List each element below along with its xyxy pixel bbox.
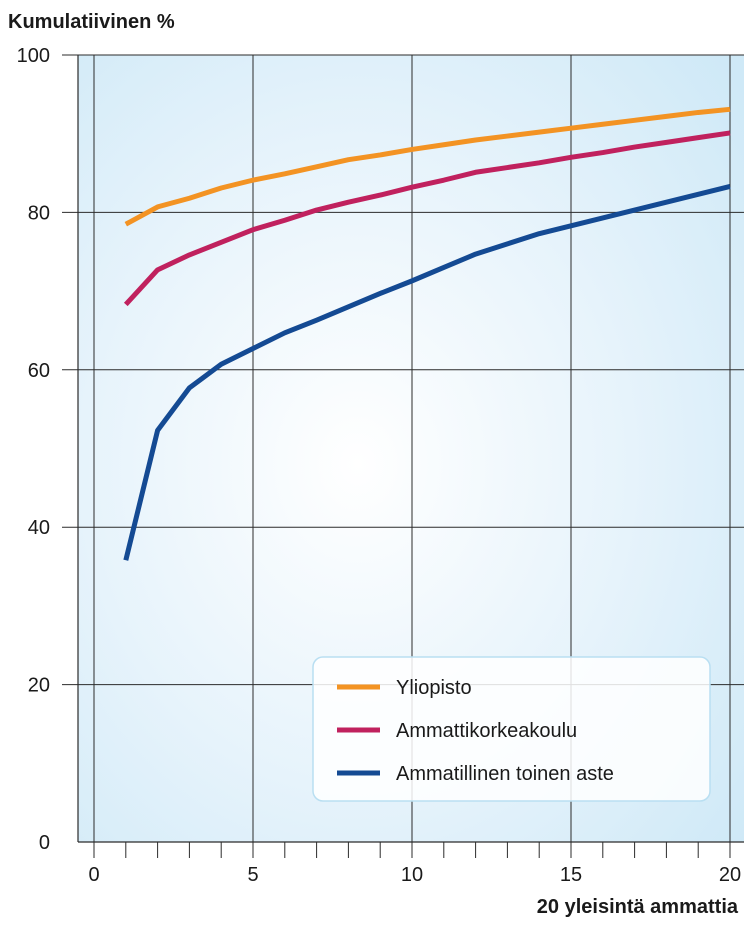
legend-box	[312, 656, 711, 802]
x-tick-label: 5	[247, 864, 258, 886]
x-tick-label: 15	[560, 864, 582, 886]
y-tick-label: 0	[39, 832, 50, 854]
y-tick-label: 40	[28, 517, 50, 539]
series-line-ammattikorkeakoulu	[123, 130, 731, 307]
y-tick-label: 80	[28, 202, 50, 224]
y-tick-label: 60	[28, 360, 50, 382]
x-tick-label: 10	[401, 864, 423, 886]
y-tick-label: 100	[17, 45, 50, 67]
x-tick-label: 20	[719, 864, 741, 886]
series-line-yliopisto	[124, 106, 731, 227]
legend: Yliopisto Ammattikorkeakoulu Ammatillinen …	[312, 656, 711, 802]
series-line-ammatillinen-toinen-aste	[123, 184, 731, 561]
axes	[77, 55, 744, 858]
y-tick-label: 20	[28, 675, 50, 697]
legend-label: Yliopisto	[396, 677, 472, 699]
y-axis-title: Kumulatiivinen %	[8, 11, 175, 33]
legend-label: Ammatillinen toinen aste	[396, 763, 614, 785]
tick-labels: 0 20 40 60 80 100 0 5 10 15 20	[17, 45, 742, 886]
x-tick-label: 0	[88, 864, 99, 886]
x-axis-title: 20 yleisintä ammattia	[537, 896, 739, 918]
legend-label: Ammattikorkeakoulu	[396, 720, 577, 742]
series-lines	[123, 106, 731, 561]
